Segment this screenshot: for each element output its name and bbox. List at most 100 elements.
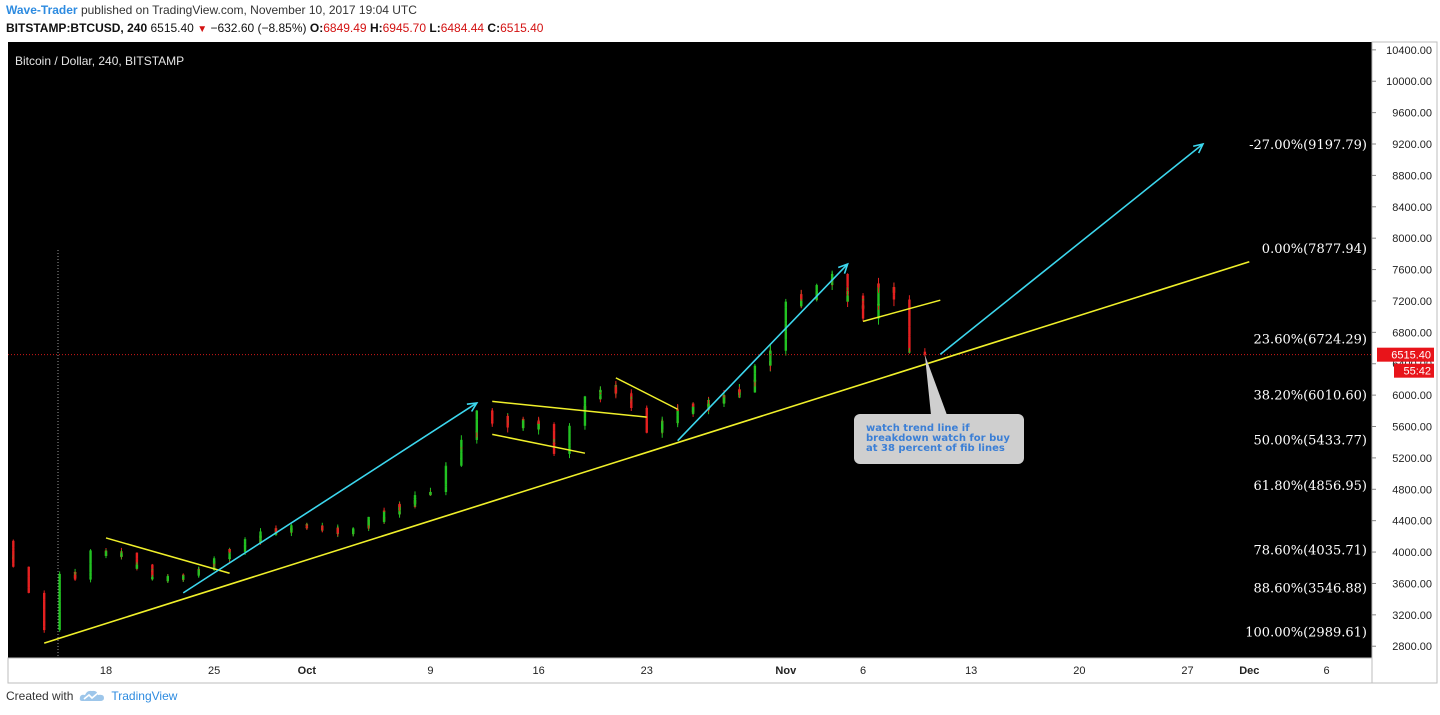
low-value: 6484.44 bbox=[440, 21, 485, 35]
close-value: 6515.40 bbox=[500, 21, 544, 35]
candle-body bbox=[182, 575, 185, 577]
candle-body bbox=[212, 564, 216, 570]
fib-level-label: -27.00%(9197.79) bbox=[1249, 138, 1367, 153]
candle-body bbox=[661, 421, 664, 423]
candle-body bbox=[738, 390, 741, 393]
candle-body bbox=[784, 331, 787, 340]
candle-body bbox=[923, 351, 927, 355]
y-tick-label: 3600.00 bbox=[1392, 578, 1432, 590]
impulse-arrow-head bbox=[466, 401, 479, 412]
x-tick-label: Dec bbox=[1239, 665, 1259, 677]
candle-body bbox=[676, 409, 679, 416]
y-tick-label: 10000.00 bbox=[1386, 76, 1432, 88]
candle-body bbox=[521, 423, 525, 429]
x-tick-label: 6 bbox=[860, 665, 866, 677]
candle-body bbox=[552, 424, 556, 431]
candle-body bbox=[135, 564, 139, 569]
candle-body bbox=[321, 527, 324, 530]
annotation-text: watch trend line if bbox=[866, 423, 970, 434]
candle-body bbox=[259, 531, 262, 539]
y-tick-label: 8400.00 bbox=[1392, 202, 1432, 214]
candle-body bbox=[58, 611, 61, 625]
y-tick-label: 8000.00 bbox=[1392, 233, 1432, 245]
candle-body bbox=[12, 563, 15, 567]
y-tick-label: 4000.00 bbox=[1392, 547, 1432, 559]
candle-body bbox=[429, 492, 432, 494]
candle-body bbox=[305, 527, 309, 529]
candle-body bbox=[58, 624, 61, 631]
x-tick-label: Oct bbox=[298, 665, 317, 677]
symbol-ohlc-line: BITSTAMP:BTCUSD, 240 6515.40 ▼ −632.60 (… bbox=[6, 21, 543, 35]
candle-body bbox=[27, 587, 30, 593]
candle-body bbox=[89, 564, 92, 573]
candle-body bbox=[475, 438, 478, 440]
candle-body bbox=[475, 416, 478, 420]
impulse-arrow bbox=[677, 263, 849, 442]
x-tick-label: 20 bbox=[1073, 665, 1085, 677]
candle-body bbox=[382, 510, 386, 515]
y-tick-label: 5600.00 bbox=[1392, 422, 1432, 434]
candle-body bbox=[43, 626, 46, 631]
candle-body bbox=[151, 570, 154, 577]
fib-level-label: 50.00%(5433.77) bbox=[1254, 434, 1367, 449]
y-tick-label: 6800.00 bbox=[1392, 327, 1432, 339]
x-tick-label: 9 bbox=[427, 665, 433, 677]
plot-area bbox=[8, 42, 1372, 658]
footer: Created with TradingView bbox=[6, 689, 177, 703]
y-tick-label: 2800.00 bbox=[1392, 641, 1432, 653]
candle-body bbox=[908, 351, 911, 353]
candle-body bbox=[444, 473, 448, 481]
candle-body bbox=[630, 401, 633, 408]
projection-arrow bbox=[939, 143, 1204, 355]
candle-body bbox=[73, 578, 77, 580]
candle-body bbox=[104, 551, 108, 555]
candle-body bbox=[12, 557, 15, 564]
candle-body bbox=[568, 426, 571, 434]
projection-arrow-head bbox=[1193, 142, 1205, 154]
candle-body bbox=[676, 409, 679, 411]
candle-body bbox=[43, 620, 46, 627]
candle-body bbox=[846, 295, 849, 302]
down-arrow-icon: ▼ bbox=[197, 24, 208, 35]
candle-body bbox=[228, 549, 231, 552]
candle-body bbox=[583, 403, 587, 412]
candle-body bbox=[58, 573, 61, 580]
candle-body bbox=[460, 458, 463, 466]
candle-body bbox=[27, 566, 30, 573]
countdown-tag bbox=[1394, 363, 1434, 378]
impulse-arrow bbox=[182, 402, 478, 594]
y-tick-label: 9200.00 bbox=[1392, 139, 1432, 151]
candle-body bbox=[583, 396, 587, 404]
candle-body bbox=[614, 387, 618, 390]
annotation-text: at 38 percent of fib lines bbox=[866, 443, 1005, 454]
pattern-line bbox=[105, 537, 230, 574]
candle-body bbox=[552, 447, 556, 454]
candle-body bbox=[506, 422, 509, 428]
fib-level-label: 38.20%(6010.60) bbox=[1254, 388, 1367, 403]
candle-body bbox=[12, 550, 15, 559]
candle-body bbox=[27, 576, 30, 584]
candle-body bbox=[444, 465, 448, 467]
y-tick-label: 5200.00 bbox=[1392, 453, 1432, 465]
candle-body bbox=[846, 273, 849, 287]
candle-body bbox=[877, 293, 880, 306]
fib-level-label: 88.60%(3546.88) bbox=[1254, 582, 1367, 597]
candle-body bbox=[73, 574, 77, 579]
candle-body bbox=[722, 397, 726, 399]
candle-body bbox=[274, 528, 278, 530]
y-tick-label: 4800.00 bbox=[1392, 484, 1432, 496]
candle-body bbox=[58, 591, 61, 602]
candle-body bbox=[568, 425, 571, 427]
candle-body bbox=[568, 433, 571, 443]
y-tick-label: 10400.00 bbox=[1386, 45, 1432, 57]
annotation-text: breakdown watch for buy bbox=[866, 433, 1010, 444]
candle-body bbox=[151, 576, 154, 580]
candle-body bbox=[135, 552, 139, 559]
author-link[interactable]: Wave-Trader bbox=[6, 3, 78, 17]
candle-body bbox=[89, 576, 92, 580]
candle-body bbox=[27, 572, 30, 577]
tradingview-link[interactable]: TradingView bbox=[111, 689, 178, 703]
candle-body bbox=[599, 389, 602, 393]
candle-body bbox=[908, 336, 911, 352]
